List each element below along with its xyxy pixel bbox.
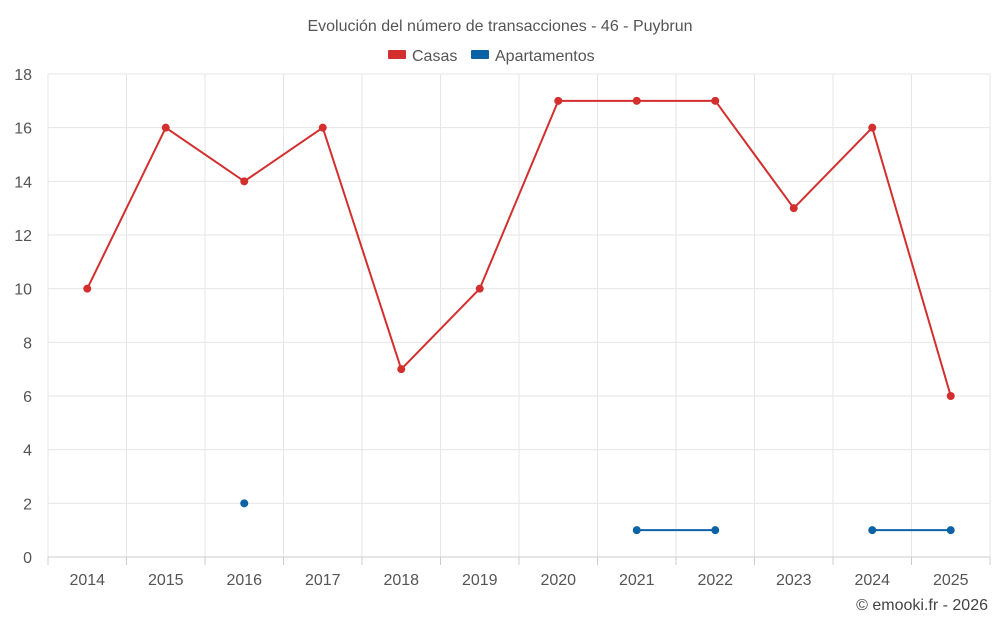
x-tick-label: 2015 xyxy=(148,572,184,589)
legend-item-casas[interactable]: Casas xyxy=(388,48,457,65)
x-tick-label: 2018 xyxy=(383,572,419,589)
y-tick-label: 4 xyxy=(23,443,32,460)
data-point[interactable] xyxy=(632,96,641,105)
x-tick-label: 2023 xyxy=(776,572,812,589)
y-tick-label: 18 xyxy=(14,67,32,84)
x-tick-label: 2021 xyxy=(619,572,655,589)
x-tick-label: 2016 xyxy=(226,572,262,589)
legend-swatch-casas xyxy=(388,50,406,59)
data-point[interactable] xyxy=(554,96,563,105)
y-tick-label: 12 xyxy=(14,228,32,245)
data-point[interactable] xyxy=(789,204,798,213)
data-point[interactable] xyxy=(868,123,877,132)
data-point[interactable] xyxy=(711,526,720,535)
data-point[interactable] xyxy=(161,123,170,132)
x-tick-label: 2017 xyxy=(305,572,341,589)
x-tick-label: 2019 xyxy=(462,572,498,589)
y-tick-label: 0 xyxy=(23,550,32,567)
grid xyxy=(47,73,991,557)
chart-title: Evolución del número de transacciones - … xyxy=(307,18,692,35)
y-tick-label: 8 xyxy=(23,335,32,352)
y-tick-label: 6 xyxy=(23,389,32,406)
data-point[interactable] xyxy=(868,526,877,535)
data-point[interactable] xyxy=(946,392,955,400)
x-tick-label: 2022 xyxy=(697,572,733,589)
legend-swatch-apartamentos xyxy=(471,50,489,59)
legend-item-apartamentos[interactable]: Apartamentos xyxy=(471,48,595,65)
legend-label-apartamentos: Apartamentos xyxy=(495,48,595,65)
data-point[interactable] xyxy=(632,526,641,535)
y-tick-label: 16 xyxy=(14,121,32,138)
x-tick-label: 2024 xyxy=(854,572,890,589)
data-point[interactable] xyxy=(240,177,249,186)
data-point[interactable] xyxy=(711,96,720,105)
data-point[interactable] xyxy=(946,526,955,535)
x-tick-label: 2014 xyxy=(69,572,105,589)
series xyxy=(83,96,955,535)
y-tick-label: 2 xyxy=(23,496,32,513)
y-tick-label: 10 xyxy=(14,282,32,299)
series-apartamentos xyxy=(240,499,955,535)
data-point[interactable] xyxy=(475,284,484,293)
series-casas xyxy=(83,96,955,400)
data-point[interactable] xyxy=(83,284,92,293)
credit-text: © emooki.fr - 2026 xyxy=(856,597,988,614)
y-tick-label: 14 xyxy=(14,174,32,191)
x-tick-label: 2020 xyxy=(540,572,576,589)
data-point[interactable] xyxy=(397,365,406,374)
legend: Casas Apartamentos xyxy=(388,48,595,65)
data-point[interactable] xyxy=(240,499,249,508)
data-point[interactable] xyxy=(318,123,327,132)
series-line xyxy=(86,99,952,397)
legend-label-casas: Casas xyxy=(412,48,457,65)
axes: 0 2 4 6 8 10 12 14 16 18 2014 2015 2016 2017 2018 2019 2… xyxy=(14,67,991,589)
x-tick-label: 2025 xyxy=(933,572,969,589)
